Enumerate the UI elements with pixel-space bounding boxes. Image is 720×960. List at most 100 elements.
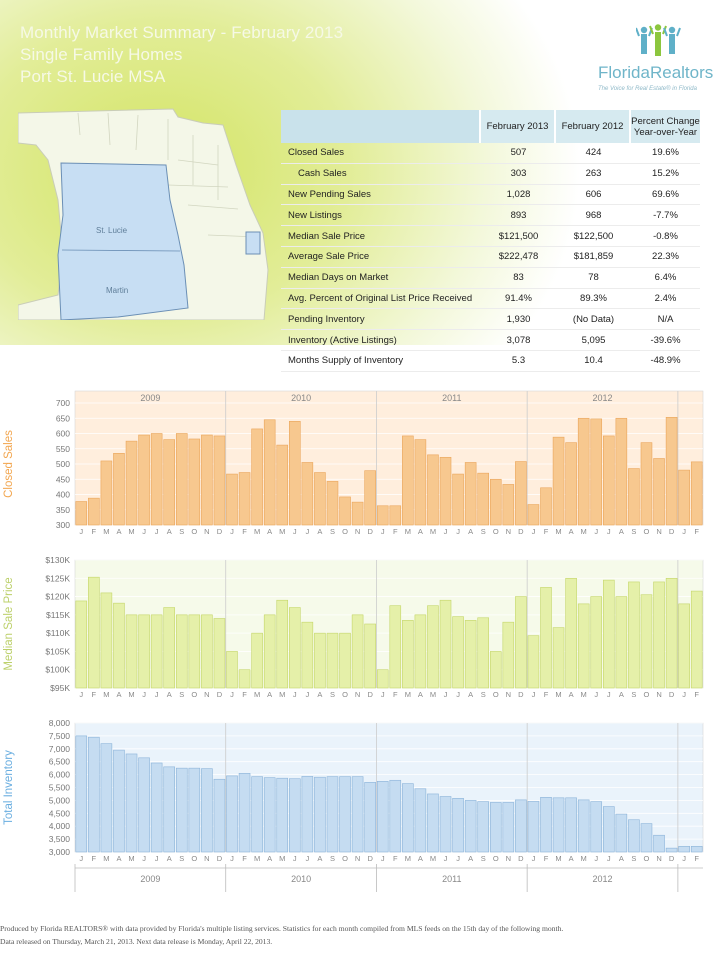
x-month-label: D <box>367 854 373 863</box>
x-month-label: F <box>92 527 97 536</box>
chart-bar <box>502 484 515 526</box>
chart-bar <box>690 461 703 526</box>
report-subtitle: Single Family Homes <box>20 45 183 64</box>
x-month-label: F <box>393 690 398 699</box>
x-month-label: S <box>179 527 184 536</box>
y-tick-label: 3,500 <box>49 834 71 844</box>
x-month-label: N <box>355 690 360 699</box>
value-percent-change: 6.4% <box>654 272 677 284</box>
report-title: Monthly Market Summary - February 2013 <box>20 23 344 42</box>
value-feb-2012: 10.4 <box>584 355 603 367</box>
value-feb-2013: 91.4% <box>505 292 532 304</box>
chart-bar <box>439 456 452 526</box>
x-month-label: D <box>518 854 524 863</box>
chart-bar <box>678 846 690 853</box>
county-label-st-lucie: St. Lucie <box>96 226 128 235</box>
chart-bar <box>653 581 665 689</box>
x-month-label: A <box>267 527 272 536</box>
chart-bar <box>489 478 502 526</box>
x-month-label: A <box>418 690 423 699</box>
chart-bar <box>515 461 527 526</box>
chart-bar <box>527 801 540 853</box>
x-month-label: J <box>142 690 146 699</box>
year-label: 2011 <box>442 393 461 403</box>
row-label: Average Sale Price <box>288 251 370 263</box>
value-percent-change: 2.4% <box>654 292 677 304</box>
chart-bar <box>175 614 188 689</box>
chart-bar <box>552 797 565 853</box>
y-tick-label: $100K <box>45 665 70 675</box>
x-month-label: J <box>456 690 460 699</box>
x-month-label: F <box>242 527 247 536</box>
chart-bar <box>515 799 527 853</box>
chart-bar <box>376 505 389 526</box>
x-month-label: F <box>393 527 398 536</box>
value-feb-2013: 1,028 <box>506 188 531 200</box>
value-feb-2013: 303 <box>510 168 527 180</box>
chart-bar <box>527 504 540 526</box>
x-month-label: D <box>367 690 373 699</box>
y-tick-label: $115K <box>46 610 70 620</box>
value-feb-2012: 424 <box>585 147 602 159</box>
chart-bar <box>75 600 88 689</box>
x-month-label: A <box>468 690 473 699</box>
x-month-label: A <box>116 854 121 863</box>
chart-bar <box>351 614 364 689</box>
chart-bar <box>603 806 615 853</box>
x-month-label: D <box>217 527 223 536</box>
footnote-line-2: Data released on Thursday, March 21, 201… <box>0 937 273 946</box>
chart-bar <box>314 472 326 526</box>
value-percent-change: 22.3% <box>652 251 679 263</box>
logo-name: FloridaRealtors <box>598 63 714 82</box>
x-month-label: N <box>656 690 661 699</box>
x-month-label: J <box>79 690 83 699</box>
x-month-label: J <box>381 527 385 536</box>
chart-bar <box>590 801 603 853</box>
chart-bar <box>289 420 301 526</box>
x-month-label: J <box>230 854 234 863</box>
y-tick-label: $120K <box>45 592 70 602</box>
chart-bar <box>477 472 489 526</box>
value-feb-2012: 89.3% <box>580 292 607 304</box>
county-divider <box>61 249 181 252</box>
chart-bar <box>402 783 414 853</box>
x-month-label: M <box>254 690 260 699</box>
chart-bar <box>527 635 540 689</box>
chart-bar <box>653 458 665 526</box>
x-month-label: A <box>317 527 322 536</box>
x-month-label: J <box>79 854 83 863</box>
row-label: Months Supply of Inventory <box>288 355 404 367</box>
x-month-label: M <box>128 690 134 699</box>
y-tick-label: $105K <box>45 646 70 656</box>
x-month-label: N <box>204 527 209 536</box>
y-tick-label: $110K <box>46 628 70 638</box>
value-feb-2012: 263 <box>585 168 602 180</box>
chart-bar <box>565 442 577 526</box>
chart-bar <box>565 577 577 689</box>
chart-bar <box>577 603 590 689</box>
x-month-label: J <box>155 527 159 536</box>
chart-bar <box>402 620 414 689</box>
x-month-label: N <box>506 527 511 536</box>
chart-bar <box>628 819 640 853</box>
chart-bar <box>665 847 678 853</box>
chart-bar <box>540 487 552 526</box>
chart-bar <box>100 460 113 526</box>
chart-bar <box>289 607 301 689</box>
chart-bar <box>138 434 150 526</box>
chart-bar <box>640 823 653 853</box>
x-month-label: F <box>544 527 549 536</box>
value-feb-2013: 3,078 <box>506 334 531 346</box>
x-month-label: D <box>669 854 675 863</box>
x-month-label: J <box>444 854 448 863</box>
chart-bar <box>389 505 402 526</box>
chart-bar <box>125 614 138 689</box>
x-month-label: J <box>293 854 297 863</box>
summary-table-header: February 2013 February 2012 Percent Chan… <box>281 110 700 143</box>
x-month-label: J <box>230 690 234 699</box>
chart-bar <box>276 444 289 526</box>
x-month-label: A <box>619 854 624 863</box>
x-month-label: A <box>116 527 121 536</box>
x-month-label: J <box>682 854 686 863</box>
chart-bar <box>251 428 263 526</box>
